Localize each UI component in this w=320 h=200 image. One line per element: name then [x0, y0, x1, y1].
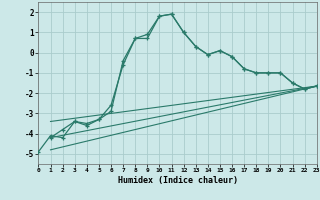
X-axis label: Humidex (Indice chaleur): Humidex (Indice chaleur) [118, 176, 238, 185]
